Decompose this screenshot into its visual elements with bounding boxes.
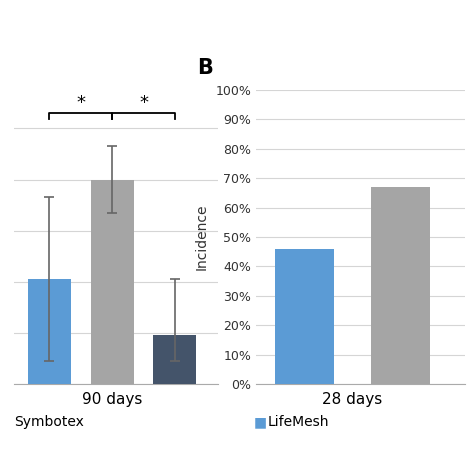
Bar <box>154 336 197 384</box>
Bar <box>371 187 430 384</box>
Text: *: * <box>139 94 148 112</box>
Text: Symbotex: Symbotex <box>14 415 84 429</box>
Text: *: * <box>76 94 85 112</box>
Text: ■: ■ <box>254 415 267 429</box>
Bar <box>91 180 134 384</box>
Y-axis label: Incidence: Incidence <box>194 204 208 270</box>
Text: B: B <box>198 58 213 78</box>
Text: LifeMesh: LifeMesh <box>268 415 329 429</box>
Bar <box>28 279 71 384</box>
Bar <box>274 249 334 384</box>
